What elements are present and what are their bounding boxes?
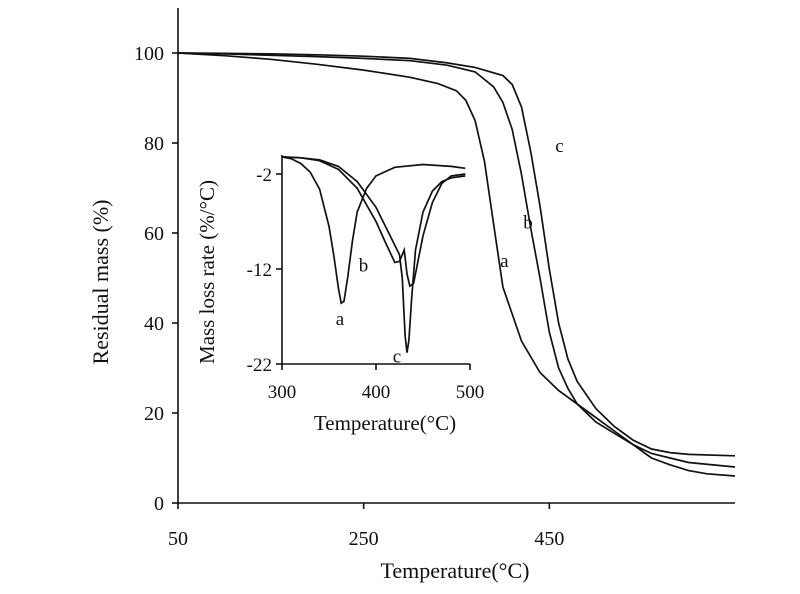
main-series-a	[177, 52, 736, 477]
main-axes	[177, 8, 735, 504]
main-curve-label-c: c	[555, 136, 563, 157]
main-x-tick-label: 50	[168, 528, 188, 550]
main-series	[177, 52, 736, 477]
main-y-tick-label: 100	[134, 43, 164, 65]
main-ticks: 50 250 450 0 20 40 60 80 100	[134, 43, 564, 550]
inset-ticks: 300 400 500 -2 -12 -22	[247, 165, 485, 403]
main-curve-label-a: a	[500, 251, 509, 272]
main-y-tick-label: 60	[144, 223, 164, 245]
main-curve-label-b: b	[523, 213, 533, 234]
inset-x-tick-label: 400	[362, 382, 391, 403]
inset-y-tick-label: -2	[256, 165, 272, 186]
inset-x-tick-label: 300	[268, 382, 297, 403]
main-x-tick-label: 450	[534, 528, 564, 550]
main-y-tick-label: 80	[144, 133, 164, 155]
main-series-b	[177, 52, 736, 468]
main-y-axis-title: Residual mass (%)	[88, 200, 113, 365]
main-series-c	[177, 52, 736, 457]
main-curve-labels: ab c	[500, 136, 564, 272]
inset-curve-label-a: a	[336, 309, 345, 330]
inset-axes	[281, 155, 470, 365]
main-y-tick-label: 0	[154, 493, 164, 515]
main-y-tick-label: 20	[144, 403, 164, 425]
inset-x-tick-label: 500	[456, 382, 485, 403]
inset-series-b	[281, 156, 466, 288]
inset-y-tick-label: -12	[247, 260, 272, 281]
inset-y-tick-label: -22	[247, 355, 272, 376]
inset-x-axis-title: Temperature(°C)	[314, 411, 456, 435]
main-y-tick-label: 40	[144, 313, 164, 335]
inset-series-c	[281, 156, 466, 353]
inset-series	[281, 156, 466, 353]
inset-y-axis-title: Mass loss rate (%/°C)	[195, 180, 219, 364]
inset-curve-label-c: c	[393, 347, 401, 368]
main-x-tick-label: 250	[349, 528, 379, 550]
inset-plot: 300 400 500 -2 -12 -22 a b c Temperature(°C) Ma…	[195, 155, 484, 435]
main-x-axis-title: Temperature(°C)	[381, 558, 530, 583]
inset-curve-label-b: b	[359, 255, 369, 276]
inset-series-a	[281, 156, 466, 305]
inset-curve-labels: a b c	[336, 255, 401, 367]
